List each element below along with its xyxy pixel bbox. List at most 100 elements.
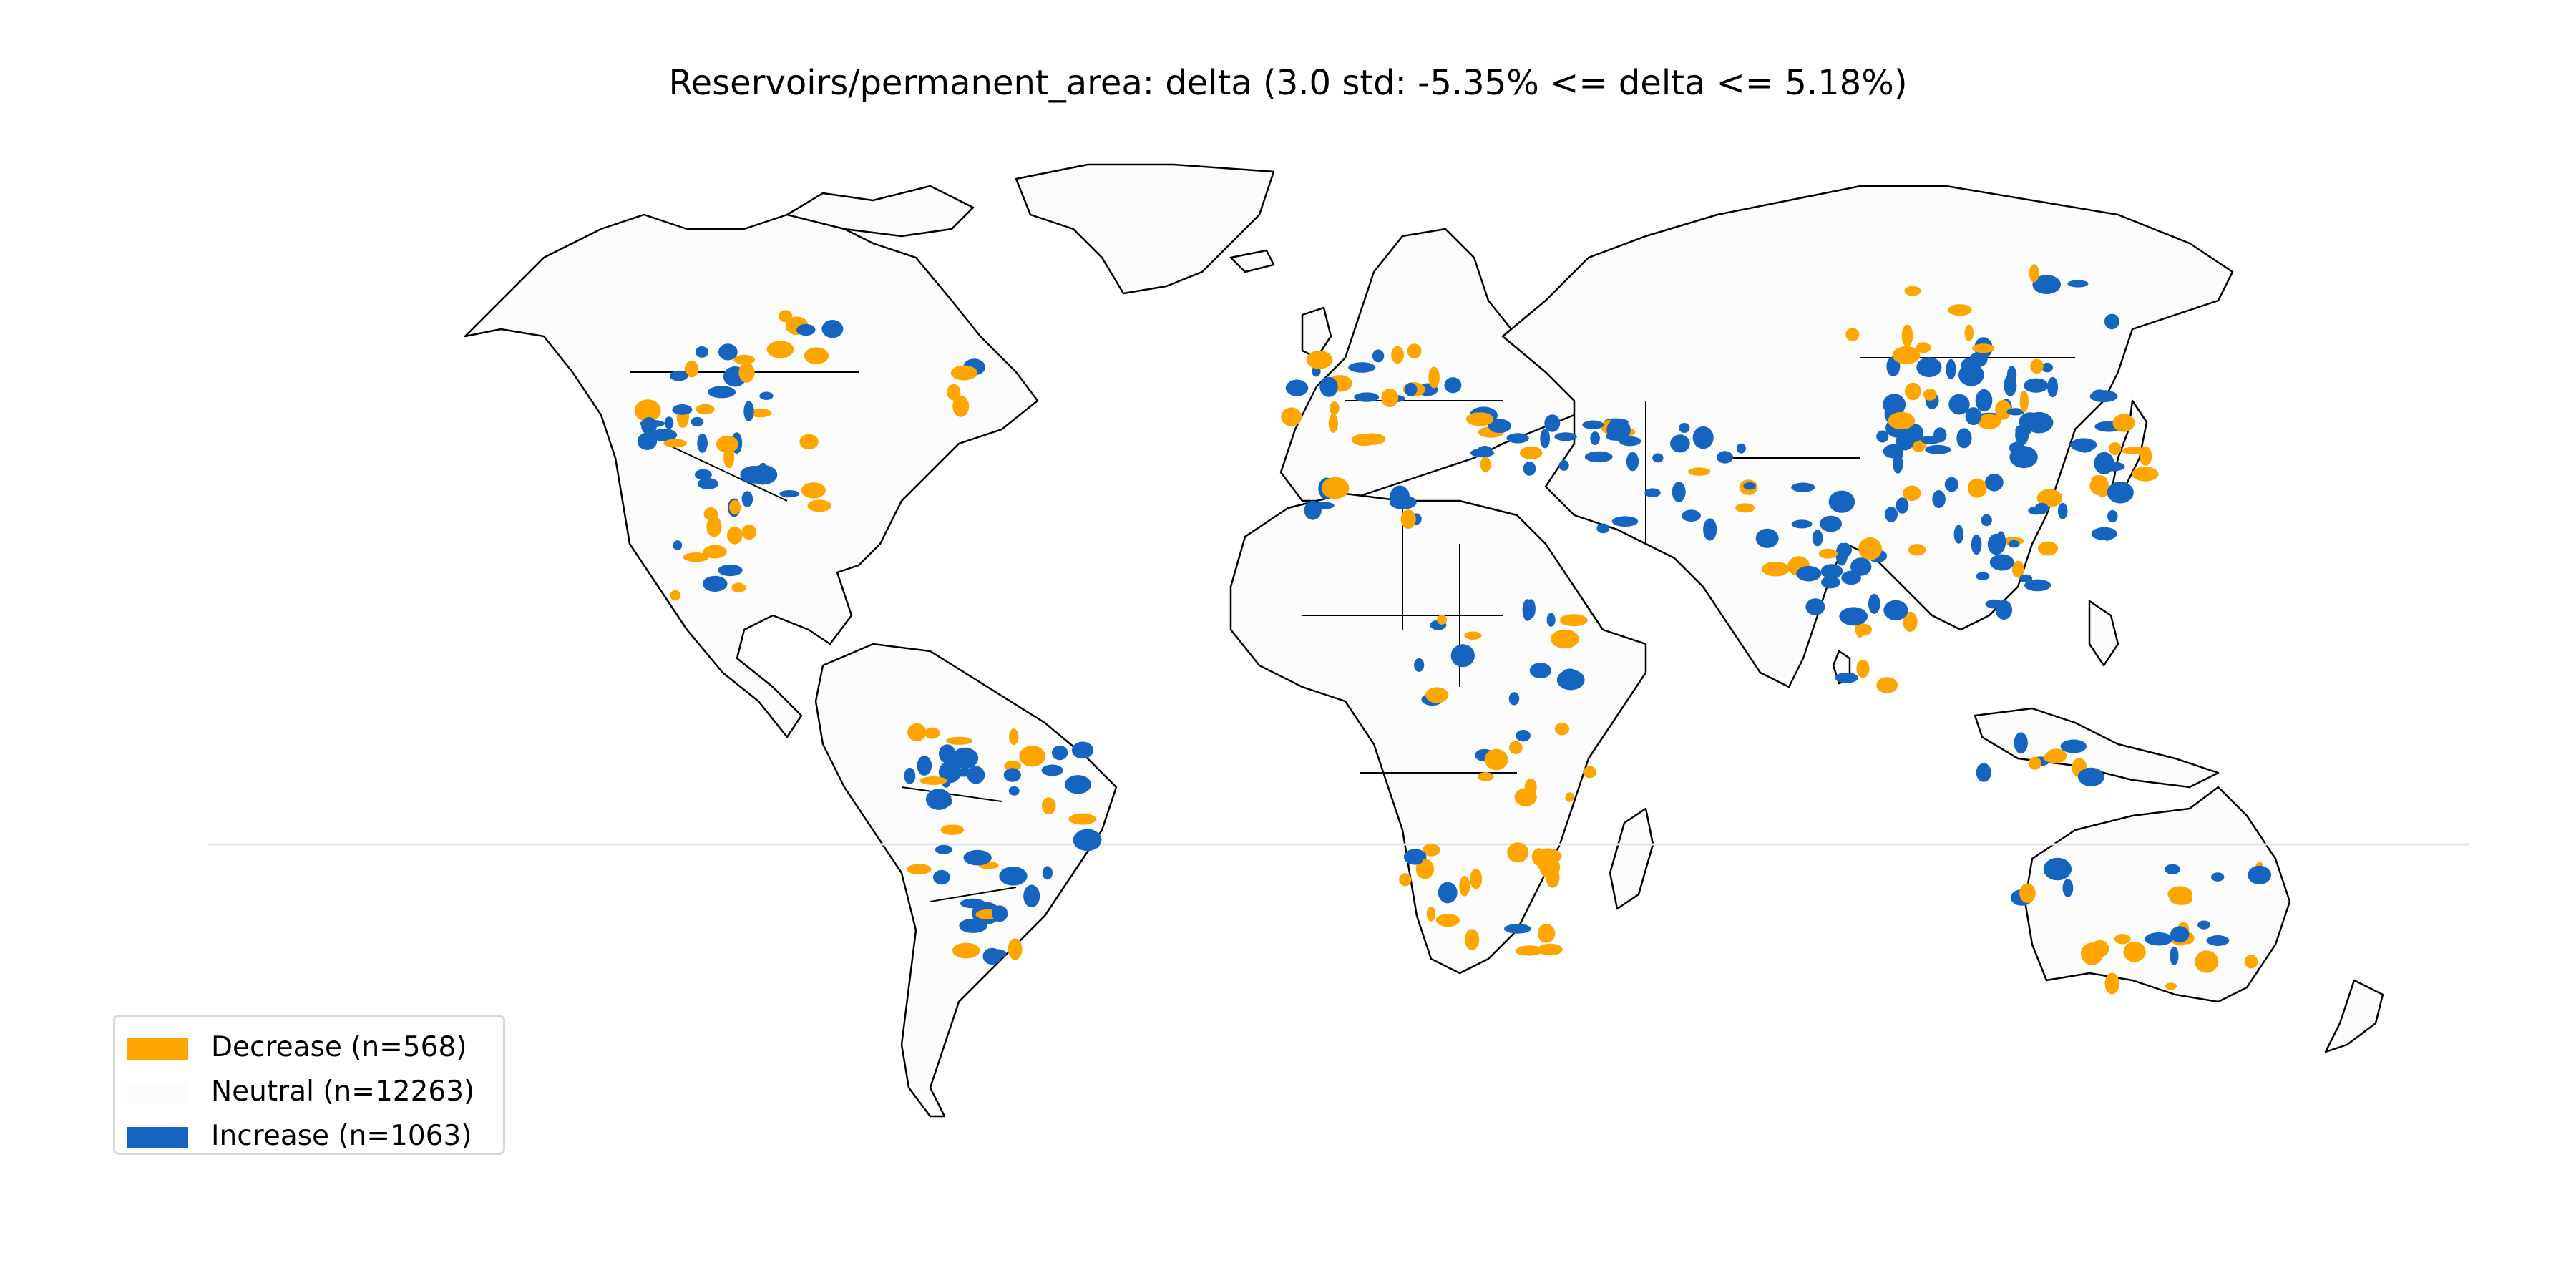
increase-region <box>2032 275 2061 294</box>
decrease-region <box>703 545 727 559</box>
increase-region <box>2070 438 2097 452</box>
decrease-region <box>2036 489 2063 507</box>
decrease-region <box>696 404 715 415</box>
legend-label-neutral: Neutral (n=12263) <box>211 1075 475 1108</box>
decrease-region <box>1858 537 1882 560</box>
decrease-region <box>947 384 961 401</box>
decrease-region <box>1330 401 1340 415</box>
decrease-region <box>1306 350 1333 369</box>
decrease-region <box>1508 741 1523 754</box>
increase-region <box>2107 482 2134 504</box>
indonesia <box>1974 707 2220 789</box>
increase-region <box>2107 509 2118 523</box>
increase-region <box>1987 533 2005 555</box>
increase-region <box>2089 390 2118 403</box>
decrease-region <box>634 399 661 422</box>
increase-region <box>641 416 657 435</box>
decrease-region <box>924 727 940 739</box>
decrease-region <box>723 446 735 469</box>
increase-region <box>1796 565 1822 582</box>
philippines <box>2088 600 2119 667</box>
increase-region <box>2206 935 2230 946</box>
decrease-region <box>1856 659 1870 678</box>
increase-region <box>1544 414 1561 432</box>
increase-region <box>1285 379 1309 396</box>
increase-region <box>1470 448 1494 458</box>
legend: Decrease (n=568) Neutral (n=12263) Incre… <box>113 1015 505 1155</box>
increase-region <box>1985 599 2004 609</box>
decrease-region <box>907 723 927 741</box>
decrease-region <box>1351 434 1378 447</box>
decrease-region <box>1903 485 1921 501</box>
decrease-region <box>1328 414 1338 433</box>
increase-region <box>1868 593 1880 615</box>
legend-label-increase: Increase (n=1063) <box>211 1120 472 1152</box>
decrease-region <box>2089 477 2109 495</box>
increase-region <box>1837 542 1852 557</box>
increase-region <box>1971 534 1982 555</box>
increase-region <box>2170 946 2179 965</box>
decrease-region <box>1845 328 1860 341</box>
decrease-region <box>1459 876 1470 897</box>
increase-region <box>1893 454 1903 474</box>
increase-region <box>1975 389 1993 412</box>
land-layer <box>464 163 2384 1118</box>
decrease-region <box>1546 868 1560 888</box>
decrease-region <box>1995 399 2011 420</box>
increase-region <box>673 540 683 551</box>
decrease-region <box>1559 614 1588 627</box>
increase-region <box>664 416 674 429</box>
decrease-region <box>2019 390 2029 413</box>
increase-region <box>1389 495 1417 509</box>
increase-region <box>1523 461 1536 476</box>
increase-region <box>1989 554 2014 571</box>
increase-region <box>1042 866 1053 880</box>
increase-region <box>2006 366 2017 385</box>
decrease-region <box>799 434 819 450</box>
decrease-region <box>2028 756 2041 770</box>
decrease-region <box>741 525 757 540</box>
decrease-region <box>1399 873 1412 887</box>
decrease-region <box>1019 746 1046 767</box>
increase-region <box>743 401 754 421</box>
increase-region <box>2019 412 2041 431</box>
increase-region <box>695 346 709 358</box>
legend-swatch-neutral <box>127 1083 188 1104</box>
increase-region <box>935 844 952 854</box>
decrease-region <box>2030 358 2044 374</box>
increase-region <box>1885 507 1898 522</box>
decrease-region <box>1537 924 1556 943</box>
decrease-region <box>1904 286 1921 296</box>
decrease-region <box>2165 982 2177 990</box>
increase-region <box>2009 446 2038 469</box>
decrease-region <box>2245 955 2258 969</box>
decrease-region <box>2195 950 2219 973</box>
decrease-region <box>1916 342 1931 353</box>
decrease-region <box>2091 940 2109 957</box>
decrease-region <box>1908 544 1926 556</box>
decrease-region <box>1514 788 1537 806</box>
increase-region <box>2019 574 2033 583</box>
increase-region <box>1791 519 1813 529</box>
increase-region <box>1948 394 1970 415</box>
decrease-region <box>2112 414 2135 432</box>
increase-region <box>1041 764 1063 776</box>
increase-region <box>672 404 693 415</box>
decrease-region <box>2019 883 2036 903</box>
increase-region <box>1590 431 1600 445</box>
increase-region <box>1554 432 1577 441</box>
increase-region <box>1828 490 1855 513</box>
decrease-region <box>1948 304 1972 316</box>
decrease-region <box>1901 324 1913 347</box>
decrease-region <box>1762 561 1790 577</box>
decrease-region <box>946 736 973 745</box>
increase-region <box>992 905 1008 922</box>
increase-region <box>718 564 743 577</box>
arctic-islands <box>786 185 975 238</box>
increase-region <box>2057 502 2068 519</box>
decrease-region <box>1425 687 1449 703</box>
decrease-region <box>807 499 831 512</box>
decrease-region <box>727 527 743 545</box>
increase-region <box>1354 392 1380 402</box>
decrease-region <box>1583 766 1597 779</box>
